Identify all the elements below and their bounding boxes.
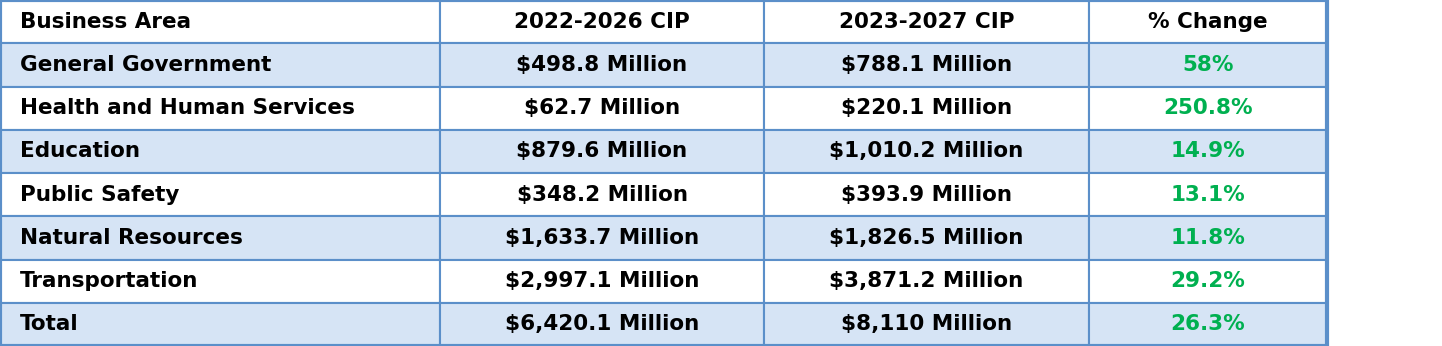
Bar (1089, 86, 1327, 130)
Text: 58%: 58% (1182, 55, 1233, 75)
Bar (440, 303, 764, 346)
Text: $498.8 Million: $498.8 Million (516, 55, 688, 75)
Bar (1089, 130, 1327, 173)
Text: 13.1%: 13.1% (1171, 185, 1244, 204)
Text: Health and Human Services: Health and Human Services (20, 98, 355, 118)
Text: 11.8%: 11.8% (1171, 228, 1244, 248)
Text: $6,420.1 Million: $6,420.1 Million (505, 315, 699, 334)
Text: 14.9%: 14.9% (1171, 142, 1244, 161)
Text: $348.2 Million: $348.2 Million (516, 185, 688, 204)
Bar (0, 86, 440, 130)
Bar (1089, 260, 1327, 303)
Text: Transportation: Transportation (20, 271, 199, 291)
Bar (1089, 0, 1327, 43)
Bar (764, 260, 1089, 303)
Text: $1,633.7 Million: $1,633.7 Million (505, 228, 699, 248)
Text: 2023-2027 CIP: 2023-2027 CIP (839, 12, 1014, 31)
Bar (0, 260, 440, 303)
Bar (440, 260, 764, 303)
Bar (440, 173, 764, 216)
Text: 2022-2026 CIP: 2022-2026 CIP (515, 12, 689, 31)
Bar (1089, 43, 1327, 86)
Bar (440, 216, 764, 260)
Text: % Change: % Change (1148, 12, 1268, 31)
Bar (764, 216, 1089, 260)
Text: 26.3%: 26.3% (1171, 315, 1244, 334)
Text: $393.9 Million: $393.9 Million (841, 185, 1012, 204)
Bar (764, 303, 1089, 346)
Bar (0, 130, 440, 173)
Bar (1089, 216, 1327, 260)
Bar (440, 0, 764, 43)
Bar (440, 86, 764, 130)
Bar (1089, 173, 1327, 216)
Text: $1,010.2 Million: $1,010.2 Million (829, 142, 1024, 161)
Bar (764, 86, 1089, 130)
Text: $220.1 Million: $220.1 Million (841, 98, 1012, 118)
Bar (764, 43, 1089, 86)
Text: $879.6 Million: $879.6 Million (516, 142, 688, 161)
Text: $3,871.2 Million: $3,871.2 Million (829, 271, 1024, 291)
Text: $788.1 Million: $788.1 Million (841, 55, 1012, 75)
Text: $2,997.1 Million: $2,997.1 Million (505, 271, 699, 291)
Bar (764, 0, 1089, 43)
Bar (0, 0, 440, 43)
Text: Education: Education (20, 142, 140, 161)
Bar (0, 43, 440, 86)
Bar (1089, 303, 1327, 346)
Text: $8,110 Million: $8,110 Million (841, 315, 1012, 334)
Text: General Government: General Government (20, 55, 271, 75)
Text: Business Area: Business Area (20, 12, 192, 31)
Bar (764, 173, 1089, 216)
Bar (764, 130, 1089, 173)
Text: 250.8%: 250.8% (1162, 98, 1253, 118)
Text: $62.7 Million: $62.7 Million (523, 98, 681, 118)
Text: Total: Total (20, 315, 79, 334)
Text: Public Safety: Public Safety (20, 185, 180, 204)
Text: 29.2%: 29.2% (1171, 271, 1244, 291)
Text: Natural Resources: Natural Resources (20, 228, 244, 248)
Bar (440, 43, 764, 86)
Bar (0, 173, 440, 216)
Text: $1,826.5 Million: $1,826.5 Million (829, 228, 1024, 248)
Bar (0, 216, 440, 260)
Bar (0, 303, 440, 346)
Bar (440, 130, 764, 173)
